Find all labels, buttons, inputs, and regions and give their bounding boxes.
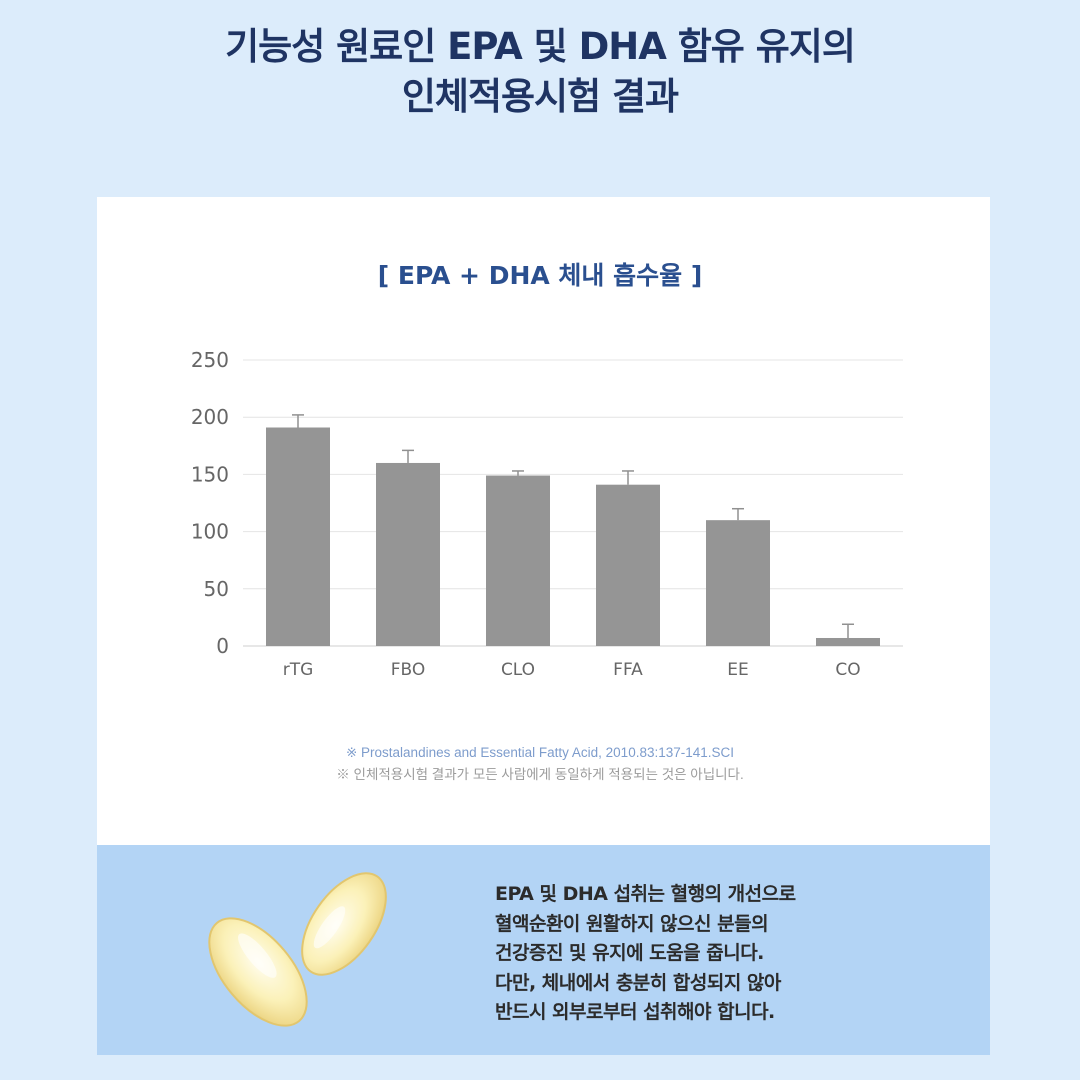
disclaimer-note: ※ 인체적용시험 결과가 모든 사람에게 동일하게 적용되는 것은 아닙니다. [336, 767, 744, 782]
page-title-line2: 인체적용시험 결과 [401, 75, 679, 118]
source-note: ※ Prostalandines and Essential Fatty Aci… [345, 745, 735, 760]
info-line: 건강증진 및 유지에 도움을 줍니다. [495, 942, 764, 964]
x-tick-label: EE [727, 660, 748, 680]
info-line: EPA 및 DHA 섭취는 혈행의 개선으로 [495, 883, 796, 905]
x-tick-label: FBO [391, 660, 426, 680]
info-line: 반드시 외부로부터 섭취해야 합니다. [495, 1001, 775, 1023]
x-tick-label: CO [835, 660, 860, 680]
y-tick-label: 200 [191, 405, 229, 429]
bar [596, 484, 660, 646]
y-tick-label: 250 [191, 348, 229, 372]
footnotes: ※ Prostalandines and Essential Fatty Aci… [0, 742, 1080, 786]
chart-title: [ EPA + DHA 체내 흡수율 ] [377, 261, 703, 290]
page-title: 기능성 원료인 EPA 및 DHA 함유 유지의 인체적용시험 결과 [0, 22, 1080, 122]
info-line: 다만, 체내에서 충분히 합성되지 않아 [495, 971, 781, 994]
y-tick-label: 50 [204, 577, 229, 601]
bar [266, 427, 330, 646]
x-tick-label: CLO [501, 660, 535, 680]
bar [376, 462, 440, 646]
x-tick-label: rTG [283, 660, 314, 680]
info-line: 혈액순환이 원활하지 않으신 분들의 [495, 912, 769, 935]
bar [706, 520, 770, 646]
page-title-line1: 기능성 원료인 EPA 및 DHA 함유 유지의 [225, 25, 856, 68]
y-tick-label: 100 [191, 520, 229, 544]
x-tick-label: FFA [613, 660, 643, 680]
bar [486, 475, 550, 646]
y-tick-label: 150 [191, 462, 229, 486]
bar [816, 637, 880, 646]
y-tick-label: 0 [216, 634, 229, 658]
